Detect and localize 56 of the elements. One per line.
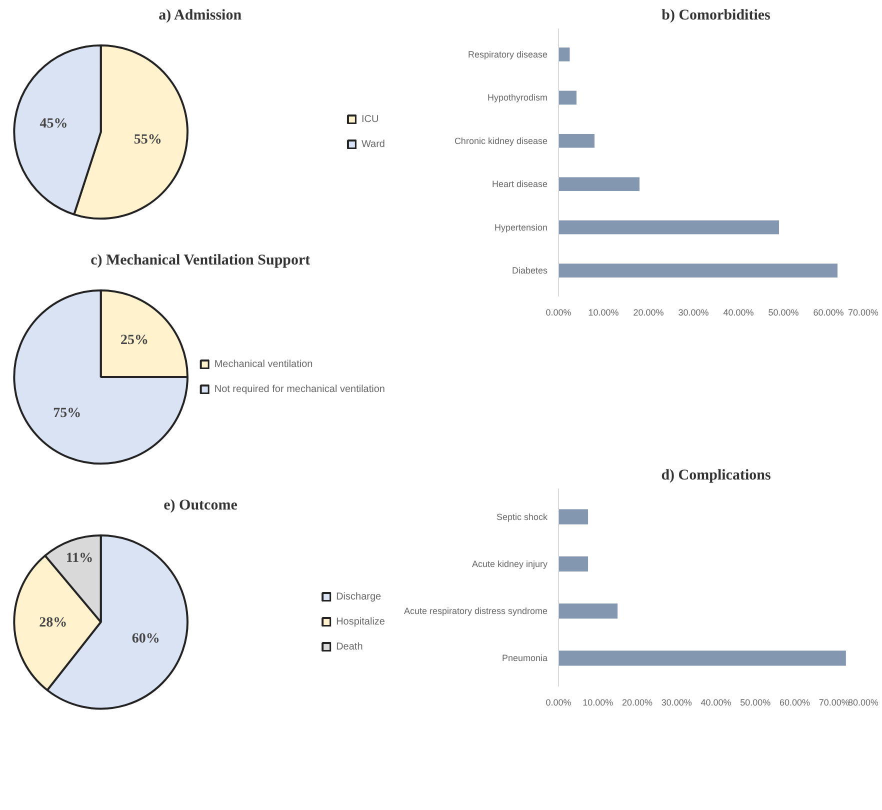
legend-label: Not required for mechanical ventilation	[214, 384, 385, 394]
bar	[558, 509, 588, 524]
chart-title: c) Mechanical Ventilation Support	[90, 252, 310, 268]
x-tick-label: 30.00%	[661, 698, 692, 708]
x-tick-label: 70.00%	[818, 698, 850, 708]
y-tick-label: Acute respiratory distress syndrome	[404, 606, 548, 616]
data-label: 28%	[39, 615, 68, 630]
bar	[558, 134, 594, 148]
data-label: 55%	[134, 132, 162, 148]
legend-label: Ward	[361, 138, 385, 150]
bar	[558, 177, 640, 192]
x-tick-label: 60.00%	[779, 698, 810, 708]
bar	[558, 604, 618, 619]
x-tick-label: 50.00%	[768, 308, 799, 318]
data-label: 60%	[132, 631, 160, 646]
x-tick-label: 20.00%	[622, 698, 653, 708]
data-label: 45%	[40, 116, 68, 132]
bar	[558, 48, 570, 62]
legend-label: Death	[336, 641, 363, 652]
bar	[558, 220, 779, 234]
y-tick-label: Pneumonia	[502, 653, 548, 664]
legend-label: Discharge	[336, 591, 382, 602]
x-tick-label: 10.00%	[588, 308, 619, 318]
x-tick-label: 80.00%	[848, 698, 879, 708]
x-tick-label: 30.00%	[678, 308, 709, 318]
chart-title: d) Complications	[661, 468, 771, 484]
legend-label: Hospitalize	[336, 616, 385, 627]
x-tick-label: 70.00%	[848, 308, 879, 318]
bar	[558, 556, 588, 572]
bar	[558, 650, 846, 666]
chart-title: b) Comorbidities	[662, 8, 771, 24]
legend-label: ICU	[361, 114, 380, 124]
y-tick-label: Septic shock	[496, 512, 548, 522]
data-label: 11%	[66, 550, 94, 566]
chart-title: a) Admission	[158, 8, 242, 24]
y-tick-label: Diabetes	[512, 266, 548, 276]
bar	[558, 90, 576, 105]
legend-label: Mechanical ventilation	[214, 358, 313, 370]
y-tick-label: Hypothyrodism	[487, 92, 548, 103]
y-tick-label: Heart disease	[492, 179, 548, 190]
y-tick-label: Hypertension	[494, 222, 548, 232]
x-tick-label: 10.00%	[582, 698, 614, 708]
x-tick-label: 0.00%	[546, 308, 572, 318]
y-tick-label: Acute kidney injury	[472, 558, 548, 569]
bar	[558, 264, 838, 278]
x-tick-label: 40.00%	[723, 308, 754, 318]
x-tick-label: 20.00%	[633, 308, 664, 318]
x-tick-label: 60.00%	[813, 308, 844, 318]
x-tick-label: 40.00%	[700, 698, 732, 708]
y-tick-label: Chronic kidney disease	[454, 136, 548, 146]
x-tick-label: 0.00%	[546, 698, 572, 708]
data-label: 25%	[120, 332, 149, 348]
y-tick-label: Respiratory disease	[468, 49, 548, 60]
x-tick-label: 50.00%	[740, 698, 771, 708]
chart-title: e) Outcome	[164, 498, 238, 514]
data-label: 75%	[53, 406, 82, 422]
